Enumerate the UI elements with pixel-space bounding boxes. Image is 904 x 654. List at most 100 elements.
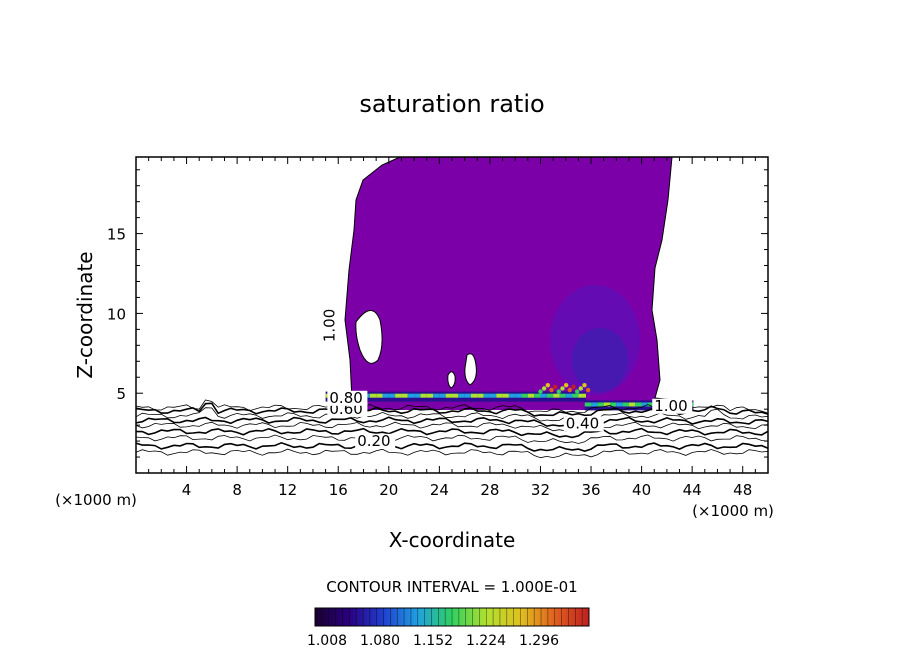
cloud-hole <box>464 353 477 386</box>
cloud-base-cell <box>527 393 536 398</box>
cloud-base-cell <box>369 393 378 398</box>
x-tick-label: 12 <box>278 481 297 499</box>
x-tick-label: 48 <box>733 481 752 499</box>
cloud-base-cell <box>572 393 580 398</box>
contour-line <box>136 441 768 452</box>
colorbar-tick-label: 1.152 <box>413 633 453 649</box>
cloud-base-cell <box>641 402 650 407</box>
x-axis-ticks: 4 8 12 16 20 24 28 32 36 40 44 48 <box>148 157 756 499</box>
x-tick-label: 16 <box>329 481 348 499</box>
contour-interval-text: CONTOUR INTERVAL = 1.000E-01 <box>326 578 577 596</box>
chart-title: saturation ratio <box>359 90 544 118</box>
x-tick-label: 20 <box>379 481 398 499</box>
cloud-base-cell <box>647 402 656 407</box>
x-tick-label: 44 <box>683 481 702 499</box>
contour-label: 0.80 <box>329 389 362 407</box>
cloud-base-cell <box>553 393 561 398</box>
cloud-base-cell <box>628 402 637 407</box>
x-tick-label: 4 <box>182 481 192 499</box>
cloud-base-fleck <box>571 384 576 390</box>
x-unit-label-right: (×1000 m) <box>692 502 774 520</box>
plot-area: 0.200.400.600.80 1.001.00 <box>136 157 768 473</box>
contour-line <box>136 448 768 459</box>
cloud-hole <box>447 371 456 389</box>
contour-labels: 0.200.400.600.80 1.001.00 <box>320 309 693 450</box>
cloud-base-cell <box>622 402 631 407</box>
colorbar-tick-label: 1.080 <box>360 633 400 649</box>
y-axis-title: Z-coordinate <box>73 251 97 378</box>
cloud-base-cell <box>452 393 460 398</box>
cloud-base-fleck <box>549 387 554 393</box>
cloud-base-cell <box>382 393 391 398</box>
cloud-base-cell <box>508 393 517 398</box>
cloud-base-cell <box>578 393 586 398</box>
cloud-base-fleck <box>574 389 580 394</box>
contour-line <box>136 416 768 427</box>
cloud-base-fleck <box>578 386 584 391</box>
cloud-base-cell <box>540 393 549 398</box>
contour-lines <box>136 399 768 459</box>
cloud-base-cell <box>559 393 568 398</box>
subsaturated-layer <box>136 410 768 473</box>
x-tick-label: 40 <box>632 481 651 499</box>
y-axis-ticks: 5 10 15 <box>107 169 768 458</box>
cloud-base-cell <box>546 393 555 398</box>
cloud-base-cell <box>521 393 530 398</box>
contour-label-bg <box>355 433 396 449</box>
colorbar-tick-labels: 1.008 1.080 1.152 1.224 1.296 <box>307 633 559 649</box>
cloud-base-cell <box>502 393 511 398</box>
cloud-base-cell <box>635 402 643 407</box>
contour-line <box>136 434 768 444</box>
contour-line <box>136 427 768 439</box>
cloud-base-fleck <box>538 389 543 394</box>
contour-label: 1.00 <box>320 309 338 342</box>
cloud-base-fleck <box>545 383 551 388</box>
cloud-base-cell <box>464 393 473 398</box>
cloud-base-cell <box>597 402 605 407</box>
cloud-base-cell <box>445 393 454 398</box>
x-axis-title: X-coordinate <box>389 528 516 552</box>
contour-label: 0.40 <box>566 414 599 432</box>
cloud-base-fleck <box>582 383 587 388</box>
contour-label: 0.20 <box>357 432 390 450</box>
cloud-base-cell <box>388 393 397 398</box>
cloud-base-fleck <box>556 389 562 394</box>
cloud-base-cell <box>515 393 523 398</box>
cloud-base-cell <box>414 393 422 398</box>
colorbar-dividers <box>321 608 583 626</box>
y-tick-label: 15 <box>107 226 126 244</box>
cloud-base-cell <box>591 402 599 407</box>
cloud-base-cell <box>483 393 492 398</box>
contour-label-bg <box>563 416 604 432</box>
cloud-core-shading <box>572 328 628 392</box>
cloud-base-cell <box>395 393 403 398</box>
cloud-base-cell <box>610 402 618 407</box>
cloud-base-cell <box>496 393 504 398</box>
cloud-base-fleck <box>563 383 569 388</box>
y-tick-label: 10 <box>107 305 126 323</box>
cloud-base-cell <box>407 393 416 398</box>
cloud-base-cell <box>470 393 479 398</box>
cloud-base-cell <box>376 393 384 398</box>
cloud-base-fleck <box>552 384 558 390</box>
cloud-base-cell <box>616 402 624 407</box>
cloud-base-fleck <box>560 386 565 391</box>
y-tick-label: 5 <box>116 385 126 403</box>
cloud-base-cell <box>401 393 410 398</box>
colorbar-tick-label: 1.224 <box>466 633 506 649</box>
cloud-base-cell <box>489 393 498 398</box>
x-tick-label: 36 <box>581 481 600 499</box>
cloud-base-cell <box>477 393 485 398</box>
cloud-hole <box>355 310 383 364</box>
cloud-base-cell <box>439 393 447 398</box>
cloud-base-cell <box>420 393 428 398</box>
cloud-base-fleck <box>567 387 573 393</box>
x-tick-label: 8 <box>232 481 242 499</box>
x-tick-label: 24 <box>430 481 449 499</box>
x-tick-label: 32 <box>531 481 550 499</box>
colorbar-tick-label: 1.008 <box>307 633 347 649</box>
cloud-base-cell <box>458 393 466 398</box>
x-tick-label: 28 <box>480 481 499 499</box>
x-unit-label-left: (×1000 m) <box>55 491 137 509</box>
